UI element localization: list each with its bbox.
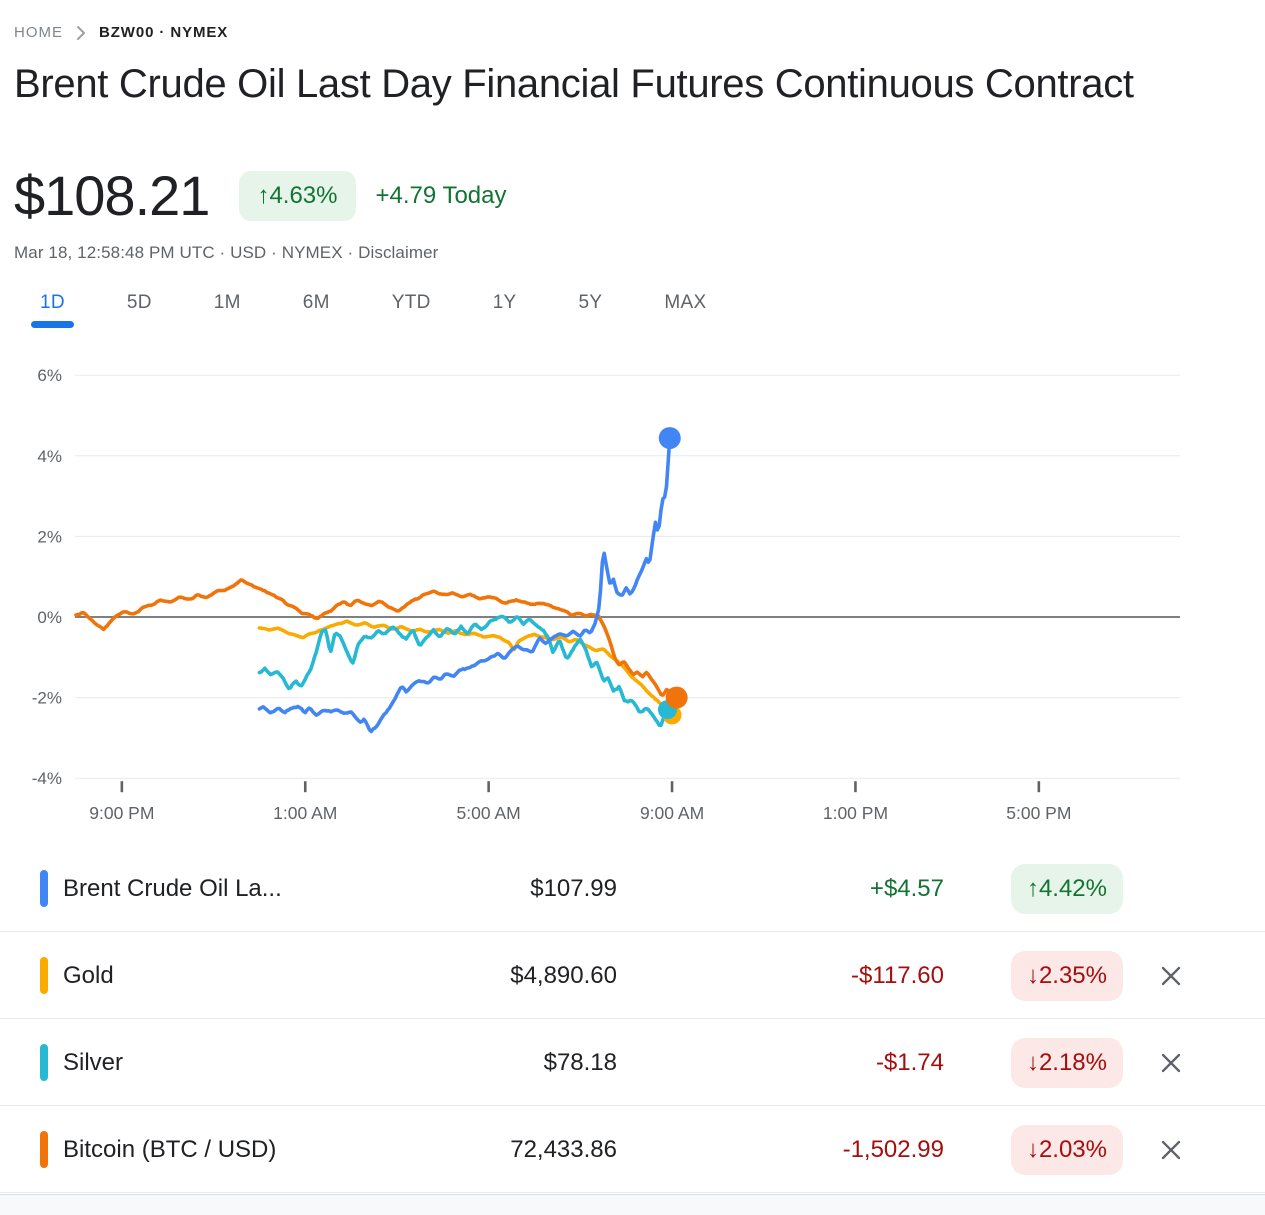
y-axis-label: 4% [37,447,62,466]
breadcrumb: HOME BZW00 · NYMEX [14,24,228,41]
remove-comparison-button[interactable] [1155,1134,1187,1166]
series-line-bitcoin [74,578,679,700]
price-chart[interactable]: 6% 4% 2% 0% -2% -4% 9:00 PM 1:00 AM 5:00 AM 9:00 … [0,350,1265,835]
remove-comparison-button[interactable] [1155,1047,1187,1079]
quote-change-percent-badge: ↑4.63% [239,170,356,221]
series-color-marker [40,870,48,907]
series-color-marker [40,957,48,994]
comparison-row-silver[interactable]: Silver $78.18 -$1.74 ↓2.18% [0,1019,1265,1106]
tab-5y[interactable]: 5Y [578,292,603,313]
chevron-right-icon [75,25,87,41]
instrument-change-percent-badge: ↓2.35% [1010,951,1123,1001]
y-axis-label: 0% [37,608,62,627]
series-color-marker [40,1131,48,1168]
breadcrumb-home-link[interactable]: HOME [14,24,63,41]
comparison-list: Brent Crude Oil La... $107.99 +$4.57 ↑4.42%… [0,845,1265,1193]
x-axis-label: 1:00 AM [273,803,337,823]
disclaimer-link[interactable]: Disclaimer [358,243,439,262]
tab-ytd[interactable]: YTD [391,292,431,313]
quote-timestamp: Mar 18, 12:58:48 PM UTC · USD · NYMEX · [14,243,359,262]
instrument-name: Silver [63,1049,124,1076]
comparison-row-gold[interactable]: Gold $4,890.60 -$117.60 ↓2.35% [0,932,1265,1019]
comparison-row-bitcoin[interactable]: Bitcoin (BTC / USD) 72,433.86 -1,502.99 ↓2.… [0,1106,1265,1193]
page-title: Brent Crude Oil Last Day Financial Futur… [14,62,1134,106]
series-end-dot-brent [658,427,681,450]
y-axis-label: -2% [32,689,62,708]
instrument-change-percent-badge: ↓2.18% [1010,1038,1123,1088]
series-color-marker [40,1044,48,1081]
close-icon [1161,1140,1181,1160]
tab-max[interactable]: MAX [664,292,707,313]
close-icon [1161,966,1181,986]
footer-strip [0,1194,1265,1215]
close-icon [1161,1053,1181,1073]
tab-1m[interactable]: 1M [213,292,241,313]
instrument-change: +$4.57 [869,875,944,902]
comparison-row-main[interactable]: Brent Crude Oil La... $107.99 +$4.57 ↑4.42% [0,845,1265,932]
x-axis-label: 1:00 PM [823,803,888,823]
instrument-name: Bitcoin (BTC / USD) [63,1136,277,1163]
instrument-name: Brent Crude Oil La... [63,875,282,902]
chart-canvas: 6% 4% 2% 0% -2% -4% 9:00 PM 1:00 AM 5:00 AM 9:00 … [32,366,1180,823]
instrument-price: $78.18 [543,1049,617,1076]
y-axis-label: -4% [32,769,62,788]
instrument-change: -$1.74 [875,1049,944,1076]
instrument-change: -$117.60 [851,962,944,989]
instrument-change-percent-badge: ↑4.42% [1010,864,1123,914]
x-axis-label: 5:00 PM [1006,803,1071,823]
breadcrumb-symbol: BZW00 · NYMEX [99,24,229,41]
series-line-silver [257,614,670,728]
quote-header: $108.21 ↑4.63% +4.79 Today [14,163,507,228]
remove-comparison-button[interactable] [1155,960,1187,992]
instrument-price: 72,433.86 [510,1136,617,1163]
y-axis-label: 2% [37,527,62,546]
tab-5d[interactable]: 5D [126,292,152,313]
instrument-price: $107.99 [530,875,617,902]
instrument-change: -1,502.99 [842,1136,944,1163]
x-axis-label: 5:00 AM [457,803,521,823]
tab-6m[interactable]: 6M [302,292,330,313]
quote-price: $108.21 [14,164,210,227]
series-line-brent [257,436,672,734]
x-axis-label: 9:00 PM [89,803,154,823]
tab-1y[interactable]: 1Y [492,292,517,313]
y-axis-label: 6% [37,366,62,385]
tab-1d[interactable]: 1D [31,292,74,328]
instrument-name: Gold [63,962,114,989]
quote-change-today: +4.79 Today [375,181,507,209]
instrument-change-percent-badge: ↓2.03% [1010,1125,1123,1175]
quote-meta: Mar 18, 12:58:48 PM UTC · USD · NYMEX · … [14,243,438,263]
x-axis-label: 9:00 AM [640,803,704,823]
series-end-dot-bitcoin [665,686,688,709]
instrument-price: $4,890.60 [510,962,617,989]
time-range-tabs: 1D 5D 1M 6M YTD 1Y 5Y MAX [31,292,707,328]
